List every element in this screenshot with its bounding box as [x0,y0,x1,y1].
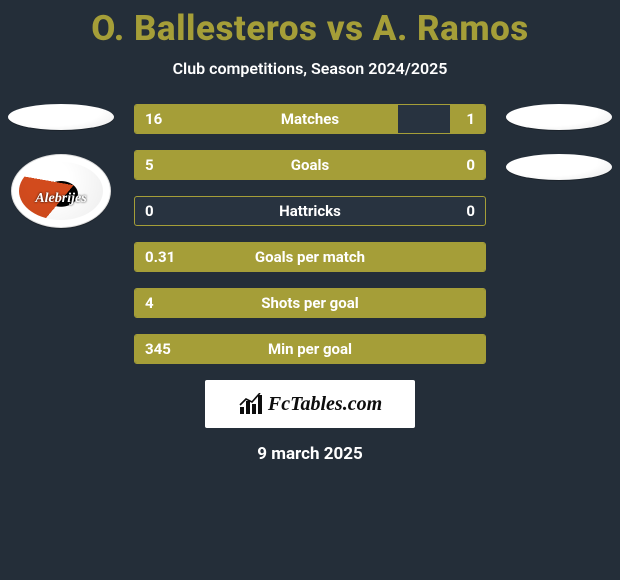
stat-right-value [465,289,485,317]
team-logo-shield: Alebrijes [11,154,111,228]
stat-row: 345Min per goal [134,334,486,364]
team-logo-ellipse [506,104,612,130]
stat-right-value: 1 [456,105,485,133]
stat-left-value: 4 [135,289,164,317]
team-logo-label: Alebrijes [12,191,110,207]
stat-bar-left-fill [135,243,485,271]
page-title: O. Ballesteros vs A. Ramos [0,0,620,49]
stat-right-value: 0 [456,197,485,225]
left-team-logos: Alebrijes [6,104,116,228]
team-logo-ellipse [506,154,612,180]
stat-label: Hattricks [135,197,485,225]
stat-bar-left-fill [135,151,485,179]
source-watermark: FcTables.com [205,380,415,428]
bar-chart-icon [238,393,264,415]
stat-row: 4Shots per goal [134,288,486,318]
stat-right-value [465,335,485,363]
right-team-logos [504,104,614,180]
stat-row: 0 0Hattricks [134,196,486,226]
stat-row: 161Matches [134,104,486,134]
stat-bars: 161Matches50Goals00Hattricks0.31Goals pe… [134,104,486,364]
stat-bar-left-fill [135,335,485,363]
stat-left-value: 0 [135,197,164,225]
stat-row: 50Goals [134,150,486,180]
stat-left-value: 0.31 [135,243,185,271]
stat-right-value: 0 [456,151,485,179]
stat-right-value [465,243,485,271]
stat-bar-left-fill [135,105,398,133]
stat-row: 0.31Goals per match [134,242,486,272]
comparison-content: Alebrijes 161Matches50Goals00Hattricks0.… [0,104,620,464]
stat-left-value: 5 [135,151,164,179]
date-label: 9 march 2025 [0,444,620,464]
stat-left-value: 16 [135,105,172,133]
team-logo-ellipse [8,104,114,130]
stat-bar-left-fill [135,289,485,317]
page-subtitle: Club competitions, Season 2024/2025 [0,59,620,78]
stat-left-value: 345 [135,335,181,363]
watermark-text: FcTables.com [268,393,382,416]
